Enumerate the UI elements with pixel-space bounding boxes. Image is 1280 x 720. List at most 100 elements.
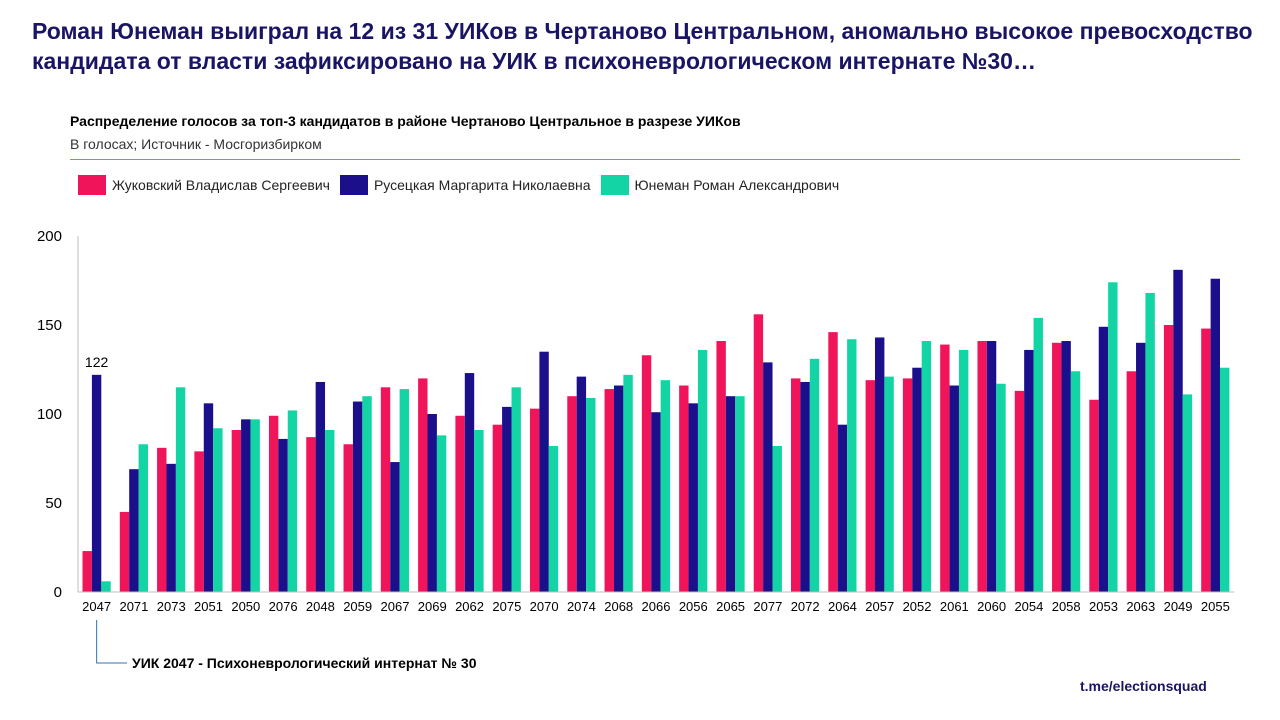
legend-swatch xyxy=(78,175,106,195)
bar xyxy=(958,349,969,592)
bar xyxy=(241,419,251,592)
bar xyxy=(641,355,652,592)
bar xyxy=(725,396,736,592)
bar xyxy=(763,362,773,592)
bar xyxy=(1024,349,1034,592)
bar xyxy=(474,430,484,592)
bar xyxy=(837,424,848,592)
bar xyxy=(138,444,148,592)
bar xyxy=(129,469,139,592)
x-tick-label: 2048 xyxy=(306,599,335,614)
callout-line xyxy=(96,620,127,664)
bar xyxy=(399,389,410,592)
x-tick-label: 2070 xyxy=(530,599,559,614)
y-tick-label: 50 xyxy=(45,495,62,512)
bar xyxy=(800,381,810,592)
bar xyxy=(352,401,363,592)
bar xyxy=(902,378,913,592)
x-tick-label: 2049 xyxy=(1164,599,1193,614)
y-tick-label: 0 xyxy=(54,584,62,601)
data-label: 122 xyxy=(85,354,109,370)
bar xyxy=(325,430,335,592)
bar xyxy=(511,387,521,592)
bar xyxy=(791,378,801,592)
x-tick-label: 2059 xyxy=(343,599,372,614)
bar xyxy=(1136,342,1146,592)
bar xyxy=(390,462,400,592)
x-tick-label: 2047 xyxy=(82,599,111,614)
bar xyxy=(809,358,820,592)
chart-legend: Жуковский Владислав Сергеевич Русецкая М… xyxy=(78,175,849,195)
x-tick-label: 2056 xyxy=(679,599,708,614)
bar xyxy=(502,406,512,592)
bar xyxy=(688,403,698,592)
brand-link[interactable]: t.me/electionsquad xyxy=(1080,678,1207,694)
bar xyxy=(362,396,372,592)
bar xyxy=(1089,399,1099,592)
bar xyxy=(250,419,260,592)
bar xyxy=(464,373,475,592)
bar xyxy=(1033,317,1043,592)
bar xyxy=(623,374,633,592)
x-tick-label: 2053 xyxy=(1089,599,1118,614)
bar xyxy=(203,403,214,592)
bar xyxy=(996,383,1006,592)
bar xyxy=(427,414,437,592)
bar xyxy=(884,376,894,592)
bar xyxy=(912,367,922,592)
y-tick-label: 100 xyxy=(37,406,62,423)
x-tick-label: 2060 xyxy=(977,599,1006,614)
bar xyxy=(380,387,391,592)
x-tick-label: 2058 xyxy=(1052,599,1081,614)
y-tick-label: 150 xyxy=(37,317,62,334)
bar xyxy=(753,314,764,592)
bar xyxy=(287,410,298,592)
bar xyxy=(175,387,186,592)
x-tick-label: 2050 xyxy=(231,599,260,614)
legend-item-rusetskaya: Русецкая Маргарита Николаевна xyxy=(339,175,591,195)
bar xyxy=(101,581,111,592)
x-tick-label: 2073 xyxy=(157,599,186,614)
bar xyxy=(986,341,997,592)
bar xyxy=(828,332,838,592)
bar xyxy=(679,385,689,592)
x-tick-label: 2054 xyxy=(1014,599,1043,614)
x-tick-label: 2065 xyxy=(716,599,745,614)
bar xyxy=(660,380,671,592)
bar xyxy=(436,435,447,592)
x-tick-label: 2063 xyxy=(1126,599,1155,614)
bar xyxy=(455,415,465,592)
bar xyxy=(1052,342,1062,592)
x-tick-label: 2057 xyxy=(865,599,894,614)
bar xyxy=(1098,326,1109,592)
legend-label: Юнеман Роман Александрович xyxy=(634,177,840,193)
bar xyxy=(213,428,223,592)
bar xyxy=(716,341,726,592)
x-tick-label: 2075 xyxy=(492,599,521,614)
bar xyxy=(1014,390,1025,592)
bar xyxy=(1126,371,1137,592)
bar xyxy=(847,339,857,592)
chart-subtitle: Распределение голосов за топ-3 кандидато… xyxy=(70,113,741,129)
x-tick-label: 2055 xyxy=(1201,599,1230,614)
bar xyxy=(306,437,316,592)
bar xyxy=(231,430,242,592)
bar xyxy=(874,337,885,592)
bar xyxy=(735,396,745,592)
x-tick-label: 2069 xyxy=(418,599,447,614)
x-tick-label: 2071 xyxy=(119,599,148,614)
legend-item-zhukovsky: Жуковский Владислав Сергеевич xyxy=(78,175,330,195)
x-tick-label: 2051 xyxy=(194,599,223,614)
legend-label: Жуковский Владислав Сергеевич xyxy=(112,177,330,193)
bar xyxy=(315,381,326,592)
bar xyxy=(492,424,503,592)
bar xyxy=(576,376,587,592)
bar xyxy=(613,385,624,592)
x-tick-label: 2062 xyxy=(455,599,484,614)
bar xyxy=(119,511,130,592)
divider xyxy=(70,159,1240,160)
x-tick-label: 2068 xyxy=(604,599,633,614)
x-tick-label: 2072 xyxy=(791,599,820,614)
x-tick-label: 2076 xyxy=(269,599,298,614)
x-tick-label: 2052 xyxy=(903,599,932,614)
